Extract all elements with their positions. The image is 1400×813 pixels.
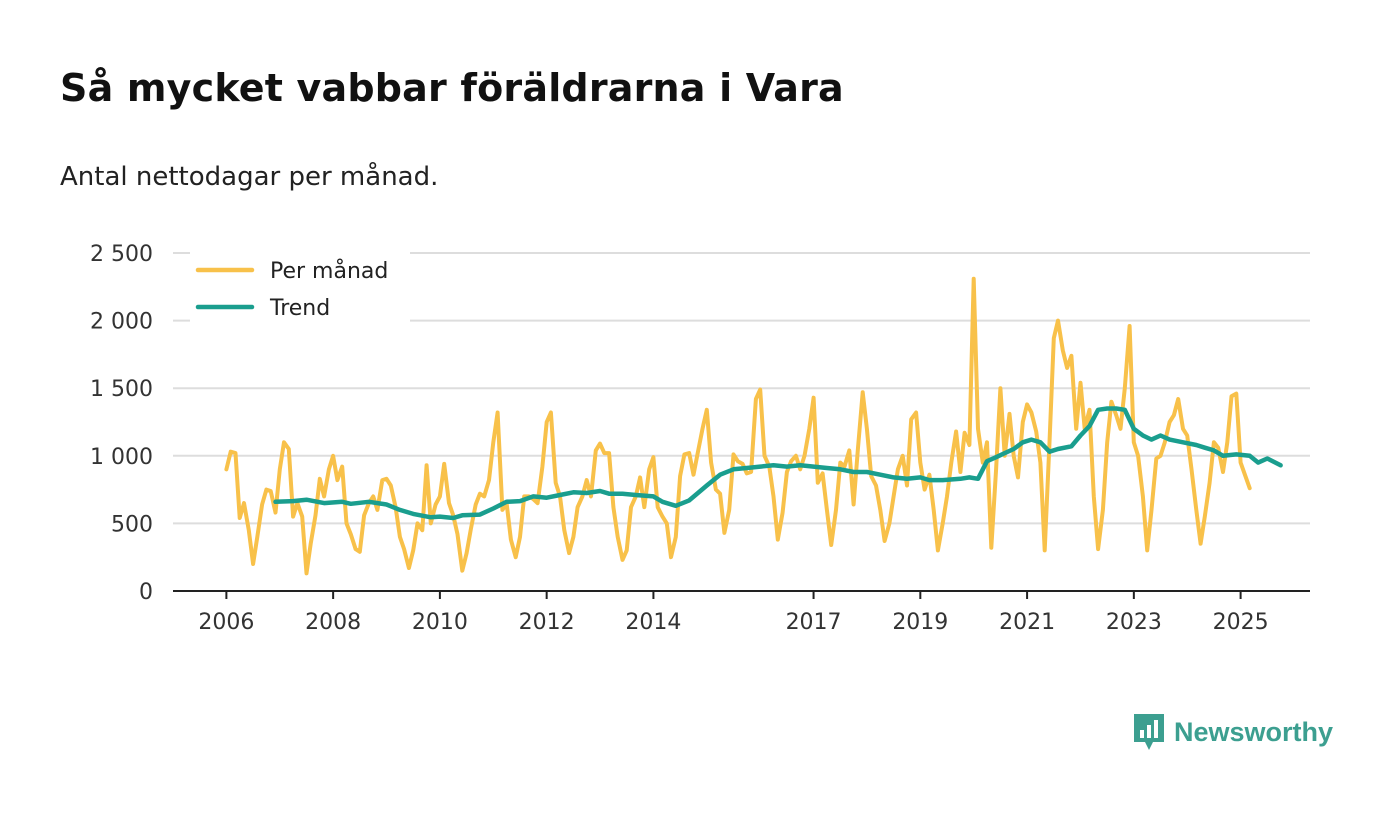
brand-name: Newsworthy [1174,716,1334,747]
newsworthy-logo: Newsworthy [1132,712,1333,752]
series-trend-line [273,406,1283,521]
legend: Per månad Trend [190,240,410,322]
x-tick-label: 2008 [305,610,361,635]
x-tick-label: 2014 [625,610,681,635]
chart-title: Så mycket vabbar föräldrarna i Vara [60,66,844,110]
legend-label-per-manad: Per månad [270,258,388,284]
x-tick-label: 2025 [1213,610,1269,635]
y-tick-label: 2 000 [90,310,153,335]
x-axis-ticks: 2006 2008 2010 2012 2014 2017 2019 2021 2023 2025 [198,591,1269,635]
chart-subtitle: Antal nettodagar per månad. [60,162,439,192]
y-tick-label: 1 500 [90,377,153,402]
legend-label-trend: Trend [269,296,330,321]
x-tick-label: 2023 [1106,610,1162,635]
series-per-manad-line [224,276,1252,576]
newsworthy-icon [1134,714,1164,750]
x-tick-label: 2017 [786,610,842,635]
x-tick-label: 2019 [892,610,948,635]
x-tick-label: 2021 [999,610,1055,635]
y-tick-label: 0 [139,580,153,605]
x-tick-label: 2012 [519,610,575,635]
y-tick-label: 1 000 [90,445,153,470]
series-layer [224,276,1283,576]
y-tick-label: 2 500 [90,242,153,267]
x-tick-label: 2006 [198,610,254,635]
y-axis-labels: 0 500 1 000 1 500 2 000 2 500 [90,242,153,605]
x-tick-label: 2010 [412,610,468,635]
y-tick-label: 500 [111,512,153,537]
